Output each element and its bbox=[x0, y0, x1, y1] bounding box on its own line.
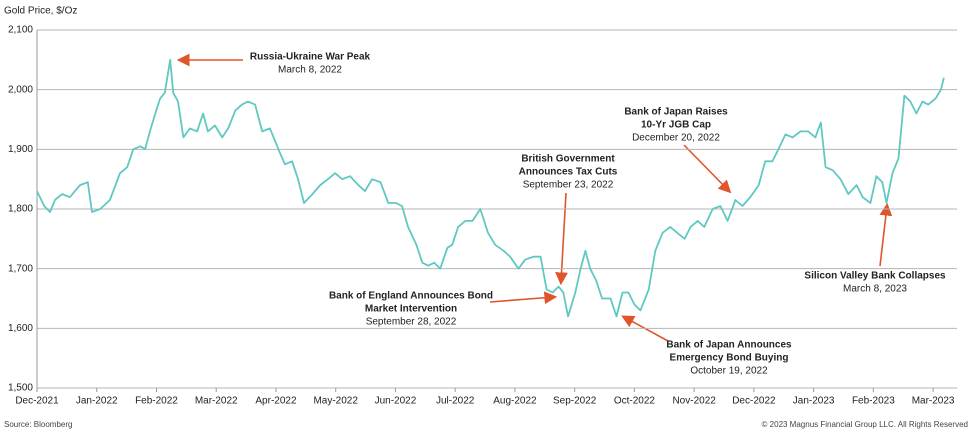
arrow bbox=[489, 291, 558, 305]
arrow bbox=[683, 144, 732, 194]
x-tick-label: Jan-2023 bbox=[793, 396, 835, 407]
annotation-title: Bank of Japan Announces bbox=[666, 340, 792, 351]
x-tick-label: Dec-2022 bbox=[732, 396, 776, 407]
source: Source: Bloomberg bbox=[4, 420, 72, 429]
x-tick-label: Apr-2022 bbox=[255, 396, 297, 407]
annotation-title: Emergency Bond Buying bbox=[670, 353, 789, 364]
x-tick-label: Jul-2022 bbox=[436, 396, 475, 407]
y-tick-label: 2,100 bbox=[8, 25, 33, 36]
annotation-title: Bank of England Announces Bond bbox=[329, 291, 493, 302]
price-line bbox=[36, 58, 945, 318]
y-tick-label: 1,800 bbox=[8, 204, 33, 215]
x-tick-label: Nov-2022 bbox=[672, 396, 716, 407]
arrow bbox=[555, 192, 568, 286]
y-tick-label: 2,000 bbox=[8, 84, 33, 95]
arrow bbox=[879, 202, 893, 267]
chart-title: Gold Price, $/Oz bbox=[4, 6, 77, 17]
x-tick-label: Oct-2022 bbox=[614, 396, 656, 407]
annotation-date: September 28, 2022 bbox=[366, 317, 457, 328]
y-tick-label: 1,700 bbox=[8, 263, 33, 274]
annotation-title: Silicon Valley Bank Collapses bbox=[804, 271, 946, 282]
x-tick-label: Aug-2022 bbox=[493, 396, 537, 407]
copyright: © 2023 Magnus Financial Group LLC. All R… bbox=[762, 420, 968, 429]
x-tick-label: Jan-2022 bbox=[76, 396, 118, 407]
x-tick-label: Mar-2023 bbox=[912, 396, 955, 407]
x-tick-label: Feb-2022 bbox=[135, 396, 178, 407]
annotation-title: Bank of Japan Raises bbox=[624, 107, 728, 118]
annotation-title: Announces Tax Cuts bbox=[519, 167, 618, 178]
x-tick-label: Mar-2022 bbox=[195, 396, 238, 407]
annotation-title: 10-Yr JGB Cap bbox=[641, 120, 711, 131]
x-tick-label: May-2022 bbox=[313, 396, 358, 407]
annotation-date: October 19, 2022 bbox=[690, 366, 768, 377]
annotation-date: March 8, 2023 bbox=[843, 284, 907, 295]
x-tick-label: Sep-2022 bbox=[553, 396, 597, 407]
y-tick-label: 1,500 bbox=[8, 383, 33, 394]
annotation-date: September 23, 2022 bbox=[523, 180, 614, 191]
annotation-arrows bbox=[176, 53, 893, 342]
y-tick-label: 1,600 bbox=[8, 323, 33, 334]
annotation-date: March 8, 2022 bbox=[278, 65, 342, 76]
annotation-date: December 20, 2022 bbox=[632, 133, 720, 144]
annotation-title: British Government bbox=[521, 154, 615, 165]
x-tick-label: Dec-2021 bbox=[15, 396, 59, 407]
y-tick-label: 1,900 bbox=[8, 144, 33, 155]
x-tick-label: Jun-2022 bbox=[375, 396, 417, 407]
annotation-title: Russia-Ukraine War Peak bbox=[250, 52, 371, 63]
annotation-title: Market Intervention bbox=[365, 304, 457, 315]
x-tick-label: Feb-2023 bbox=[852, 396, 895, 407]
arrow bbox=[621, 315, 669, 342]
